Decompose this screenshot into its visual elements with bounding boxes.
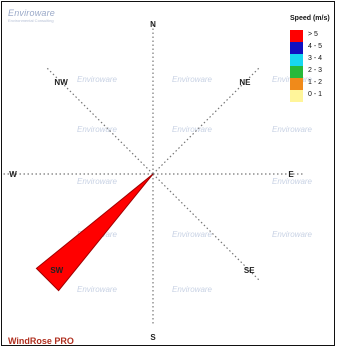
axis-line-se — [152, 173, 260, 281]
legend-swatch — [290, 42, 303, 54]
direction-label-nw: NW — [54, 78, 68, 87]
legend-item-1-2: 1 - 2 — [290, 78, 336, 90]
wind-rose-chart: Enviroware Enviroware Enviroware Enviroware… — [3, 20, 313, 342]
petal-sw — [35, 173, 154, 292]
chart-frame: Enviroware Environmental Consulting Envi… — [1, 1, 335, 346]
watermark-logo: Enviroware Environmental Consulting — [8, 8, 55, 23]
direction-label-e: E — [288, 170, 294, 179]
legend-swatch — [290, 90, 303, 102]
legend-item-4-5: 4 - 5 — [290, 42, 336, 54]
legend-label: 4 - 5 — [308, 43, 323, 50]
legend-title: Speed (m/s) — [290, 15, 330, 22]
watermark-text: Enviroware — [172, 230, 213, 239]
watermark-text: Enviroware — [272, 125, 313, 134]
watermark-name: Enviroware — [8, 8, 56, 18]
watermark-text: Enviroware — [172, 285, 213, 294]
direction-label-n: N — [150, 20, 156, 29]
watermark-text: Enviroware — [77, 285, 118, 294]
direction-label-s: S — [150, 333, 156, 342]
legend-label: 1 - 2 — [308, 79, 323, 86]
legend-swatch — [290, 78, 303, 90]
legend-label: > 5 — [308, 31, 318, 38]
legend-swatch — [290, 54, 303, 66]
legend-label: 0 - 1 — [308, 91, 323, 98]
direction-label-ne: NE — [239, 78, 251, 87]
legend-swatch — [290, 30, 303, 42]
legend-label: 2 - 3 — [308, 67, 323, 74]
watermark-text: Enviroware — [172, 125, 213, 134]
watermark-text: Enviroware — [272, 230, 313, 239]
direction-label-se: SE — [244, 266, 255, 275]
legend-item-0-1: 0 - 1 — [290, 90, 336, 102]
legend-swatch — [290, 66, 303, 78]
legend-item-2-3: 2 - 3 — [290, 66, 336, 78]
direction-label-w: W — [9, 170, 17, 179]
watermark-text: Enviroware — [77, 177, 118, 186]
watermark-text: Enviroware — [172, 75, 213, 84]
footer-brand: WindRose PRO — [8, 336, 74, 346]
legend-label: 3 - 4 — [308, 55, 323, 62]
axis-line-nw — [46, 67, 154, 175]
direction-label-sw: SW — [50, 266, 63, 275]
legend-item-gt5: > 5 — [290, 30, 336, 42]
watermark-tagline: Environmental Consulting — [8, 18, 54, 23]
axis-line-ne — [152, 67, 260, 175]
watermark-text: Enviroware — [77, 75, 118, 84]
watermark-text: Enviroware — [272, 177, 313, 186]
legend-item-3-4: 3 - 4 — [290, 54, 336, 66]
watermark-text: Enviroware — [77, 125, 118, 134]
